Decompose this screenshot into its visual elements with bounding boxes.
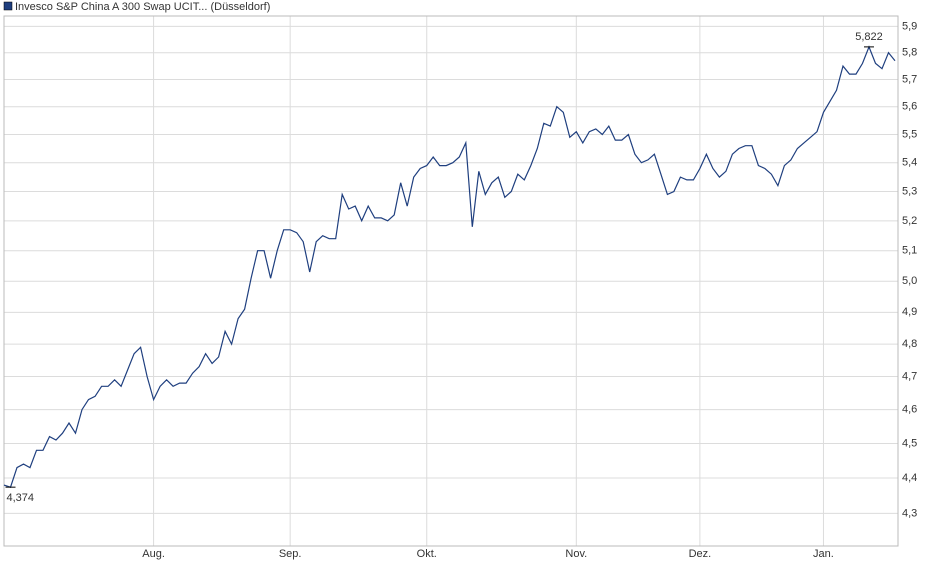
y-tick-label: 4,3 <box>902 507 917 519</box>
y-tick-label: 5,2 <box>902 215 917 227</box>
price-line <box>3 45 896 488</box>
x-tick-label: Jan. <box>813 548 834 560</box>
y-tick-label: 5,1 <box>902 245 917 257</box>
y-tick-label: 5,7 <box>902 73 917 85</box>
y-tick-label: 5,3 <box>902 185 917 197</box>
plot-border <box>3 15 899 547</box>
y-tick-label: 4,6 <box>902 404 917 416</box>
chart-title: Invesco S&P China A 300 Swap UCIT... (Dü… <box>15 1 270 13</box>
y-tick-label: 4,4 <box>902 472 917 484</box>
x-tick-label: Okt. <box>417 548 437 560</box>
y-tick-label: 4,8 <box>902 338 917 350</box>
y-tick-label: 5,0 <box>902 275 917 287</box>
y-tick-label: 4,7 <box>902 370 917 382</box>
y-tick-label: 5,6 <box>902 101 917 113</box>
value-label: 5,822 <box>855 31 883 43</box>
y-tick-label: 5,8 <box>902 47 917 59</box>
value-label: 4,374 <box>7 492 35 504</box>
x-tick-label: Aug. <box>142 548 165 560</box>
y-tick-label: 5,4 <box>902 157 917 169</box>
y-tick-label: 4,5 <box>902 437 917 449</box>
y-tick-label: 5,5 <box>902 128 917 140</box>
legend-swatch <box>3 1 13 11</box>
x-tick-label: Sep. <box>279 548 302 560</box>
x-tick-label: Dez. <box>689 548 712 560</box>
x-tick-label: Nov. <box>565 548 587 560</box>
y-tick-label: 4,9 <box>902 306 917 318</box>
y-tick-label: 5,9 <box>902 20 917 32</box>
